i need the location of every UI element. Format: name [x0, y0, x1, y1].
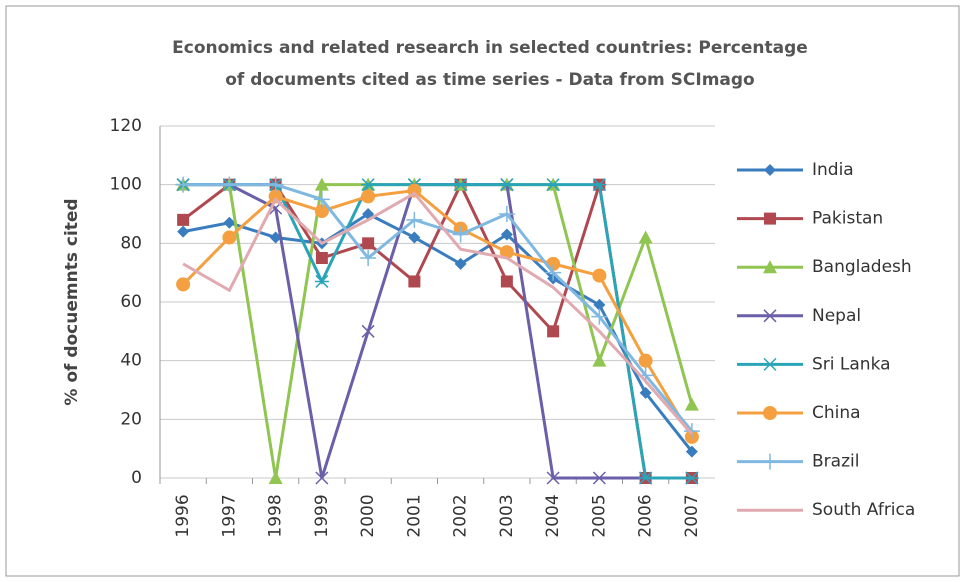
- marker: [685, 445, 698, 458]
- marker: [315, 252, 328, 264]
- x-tick-label: 2005: [589, 494, 609, 537]
- marker: [684, 471, 699, 485]
- y-tick-label: 80: [120, 233, 142, 253]
- legend-marker: [763, 357, 777, 371]
- x-tick-label: 1998: [266, 494, 286, 537]
- series: [177, 208, 698, 458]
- marker: [268, 189, 283, 204]
- marker: [314, 204, 329, 219]
- legend-label: India: [812, 160, 854, 180]
- marker: [222, 230, 237, 245]
- series-line: [182, 188, 694, 438]
- chart-frame: [5, 5, 960, 577]
- marker: [683, 423, 700, 440]
- marker: [593, 298, 606, 311]
- marker: [500, 228, 513, 241]
- marker: [452, 226, 469, 243]
- y-tick-label: 60: [120, 292, 142, 312]
- legend-label: China: [812, 403, 861, 423]
- marker: [592, 178, 607, 192]
- marker: [500, 275, 513, 288]
- marker: [314, 177, 329, 191]
- marker: [499, 178, 514, 192]
- y-tick-label: 0: [131, 468, 142, 488]
- marker: [547, 325, 560, 338]
- y-axis-label: % of docuemnts cited: [62, 198, 82, 405]
- marker: [361, 178, 376, 192]
- marker: [223, 216, 236, 229]
- legend-label: Nepal: [812, 306, 861, 326]
- legend-marker: [764, 212, 776, 225]
- marker: [639, 386, 652, 399]
- marker: [267, 176, 284, 193]
- legend-marker: [762, 453, 778, 470]
- legend-label: Pakistan: [812, 209, 883, 229]
- marker: [545, 264, 562, 281]
- marker: [684, 397, 699, 411]
- marker: [546, 471, 560, 485]
- y-tick-label: 100: [110, 175, 142, 195]
- marker: [592, 353, 607, 367]
- chart-title: of documents cited as time series - Data…: [225, 70, 754, 90]
- marker: [177, 225, 190, 238]
- marker: [268, 471, 283, 484]
- x-tick-label: 2004: [543, 494, 563, 537]
- marker: [361, 324, 375, 338]
- marker: [176, 277, 191, 292]
- x-tick-label: 2003: [497, 494, 517, 537]
- legend-label: Bangladesh: [812, 257, 912, 277]
- x-tick-label: 1997: [219, 494, 239, 537]
- marker: [499, 245, 514, 260]
- marker: [314, 274, 329, 288]
- legend-marker: [764, 164, 776, 176]
- x-tick-label: 1996: [173, 494, 193, 537]
- marker: [591, 308, 608, 325]
- marker: [453, 178, 468, 192]
- series-line: [182, 191, 694, 435]
- marker: [408, 275, 421, 288]
- marker: [362, 237, 375, 250]
- marker: [638, 353, 653, 368]
- marker: [546, 178, 561, 192]
- marker: [454, 257, 467, 270]
- y-tick-label: 20: [120, 409, 142, 429]
- marker: [313, 191, 330, 208]
- x-tick-label: 2001: [404, 494, 424, 537]
- series: [182, 191, 694, 435]
- marker: [315, 471, 329, 485]
- marker: [177, 213, 190, 226]
- legend-marker: [763, 260, 777, 274]
- chart-title: Economics and related research in select…: [172, 38, 808, 58]
- marker: [638, 471, 653, 485]
- marker: [592, 471, 606, 485]
- marker: [175, 176, 192, 193]
- x-tick-label: 2007: [682, 494, 702, 537]
- marker: [408, 231, 421, 244]
- marker: [360, 250, 377, 266]
- legend-marker: [763, 309, 777, 323]
- legend-label: South Africa: [812, 500, 915, 520]
- marker: [592, 268, 607, 283]
- marker: [221, 176, 238, 193]
- legend-label: Sri Lanka: [812, 354, 891, 374]
- x-tick-label: 2002: [451, 494, 471, 537]
- marker: [498, 206, 515, 222]
- legend-marker: [763, 406, 777, 420]
- series-line: [182, 212, 694, 453]
- marker: [406, 211, 423, 228]
- x-tick-label: 2000: [358, 494, 378, 537]
- marker: [638, 230, 653, 244]
- x-tick-label: 1999: [312, 494, 332, 537]
- y-tick-label: 120: [110, 116, 142, 136]
- series: [175, 176, 700, 440]
- legend-label: Brazil: [812, 452, 859, 472]
- y-tick-label: 40: [120, 351, 142, 371]
- x-tick-label: 2006: [636, 494, 656, 537]
- marker: [361, 189, 376, 204]
